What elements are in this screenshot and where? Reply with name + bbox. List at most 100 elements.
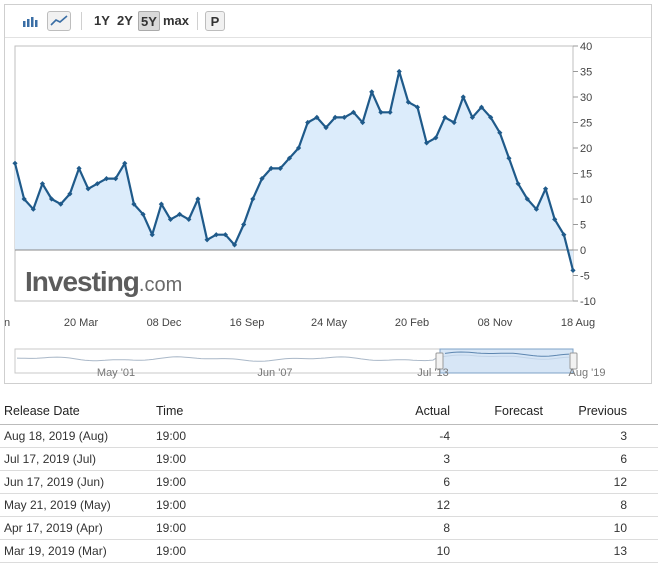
- range-1y-button[interactable]: 1Y: [94, 13, 110, 28]
- row-date: May 21, 2019 (May): [4, 498, 111, 512]
- data-point[interactable]: [561, 232, 567, 238]
- data-point[interactable]: [268, 165, 274, 171]
- data-point[interactable]: [405, 99, 411, 105]
- data-point[interactable]: [222, 232, 228, 238]
- row-time: 19:00: [156, 429, 187, 443]
- data-point[interactable]: [39, 181, 46, 187]
- investing-watermark: Investing.com: [25, 266, 182, 297]
- range-navigator[interactable]: May '01 Jun '07 Jul '13 Aug '19: [5, 341, 651, 385]
- data-point[interactable]: [515, 181, 521, 187]
- data-point[interactable]: [158, 201, 164, 207]
- data-point[interactable]: [552, 216, 558, 222]
- data-point[interactable]: [506, 155, 512, 161]
- data-point[interactable]: [122, 160, 128, 166]
- data-point[interactable]: [424, 140, 430, 146]
- header-previous: Previous: [578, 404, 627, 418]
- header-actual: Actual: [415, 404, 450, 418]
- row-actual: 6: [443, 475, 450, 489]
- data-point[interactable]: [323, 125, 329, 131]
- data-point[interactable]: [433, 135, 439, 141]
- history-table: Release Date Time Actual Forecast Previo…: [0, 398, 658, 563]
- data-point[interactable]: [12, 160, 18, 166]
- data-point[interactable]: [396, 68, 402, 75]
- table-row: Mar 19, 2019 (Mar) 19:00 10 13: [0, 540, 658, 563]
- row-date: Aug 18, 2019 (Aug): [4, 429, 109, 443]
- data-point[interactable]: [286, 155, 293, 161]
- data-point[interactable]: [488, 114, 494, 120]
- data-point[interactable]: [542, 186, 549, 192]
- navigator-label: Aug '19: [569, 367, 606, 379]
- data-point[interactable]: [48, 196, 55, 202]
- data-point[interactable]: [350, 109, 357, 115]
- y-tick-label: 5: [580, 220, 586, 232]
- data-point[interactable]: [332, 114, 338, 120]
- data-point[interactable]: [94, 181, 100, 187]
- range-2y-button[interactable]: 2Y: [117, 13, 133, 28]
- chart-panel: 1Y 2Y 5Y max P Investing.com 40 35 30 25 20 1…: [4, 4, 652, 384]
- data-point[interactable]: [478, 104, 485, 110]
- y-tick-label: -10: [580, 296, 596, 308]
- data-point[interactable]: [497, 130, 503, 136]
- navigator-right-handle[interactable]: [569, 352, 578, 370]
- data-point[interactable]: [149, 232, 155, 238]
- row-time: 19:00: [156, 452, 187, 466]
- data-point[interactable]: [533, 206, 540, 212]
- data-point[interactable]: [250, 196, 256, 202]
- x-tick-label: 18 Aug: [561, 317, 595, 329]
- range-max-button[interactable]: max: [163, 13, 190, 28]
- row-time: 19:00: [156, 544, 187, 558]
- data-point[interactable]: [186, 216, 192, 222]
- data-point[interactable]: [414, 104, 421, 110]
- bar-chart-icon[interactable]: [17, 11, 43, 31]
- data-point[interactable]: [30, 206, 36, 212]
- data-point[interactable]: [451, 119, 457, 126]
- data-point[interactable]: [204, 237, 210, 243]
- data-point[interactable]: [131, 201, 137, 207]
- data-point[interactable]: [167, 216, 174, 222]
- data-point[interactable]: [314, 114, 320, 120]
- data-point[interactable]: [21, 196, 27, 202]
- y-tick-label: -5: [580, 271, 590, 283]
- data-point[interactable]: [369, 89, 375, 95]
- data-point[interactable]: [469, 114, 475, 120]
- data-point[interactable]: [277, 165, 283, 171]
- row-date: Jul 17, 2019 (Jul): [4, 452, 97, 466]
- data-point[interactable]: [213, 232, 219, 238]
- data-point[interactable]: [140, 211, 146, 217]
- row-previous: 6: [620, 452, 627, 466]
- data-point[interactable]: [76, 165, 82, 171]
- row-previous: 3: [620, 429, 627, 443]
- table-header-row: Release Date Time Actual Forecast Previo…: [0, 398, 658, 425]
- row-previous: 8: [620, 498, 627, 512]
- row-date: Apr 17, 2019 (Apr): [4, 521, 103, 535]
- data-point[interactable]: [195, 196, 201, 202]
- x-tick-label: 08 Dec: [147, 317, 182, 329]
- data-point[interactable]: [177, 211, 183, 217]
- data-point[interactable]: [67, 191, 73, 197]
- header-forecast: Forecast: [494, 404, 543, 418]
- data-point[interactable]: [524, 196, 530, 202]
- range-5y-button[interactable]: 5Y: [138, 11, 160, 31]
- data-point[interactable]: [241, 221, 247, 228]
- data-point[interactable]: [113, 176, 119, 182]
- navigator-selection[interactable]: [439, 348, 574, 374]
- area-chart-icon[interactable]: [47, 11, 71, 31]
- data-point[interactable]: [305, 119, 311, 126]
- data-point[interactable]: [360, 119, 366, 126]
- data-point[interactable]: [103, 176, 110, 182]
- data-point[interactable]: [58, 201, 64, 207]
- row-actual: -4: [439, 429, 450, 443]
- data-point[interactable]: [387, 109, 393, 115]
- row-actual: 8: [443, 521, 450, 535]
- navigator-left-handle[interactable]: [435, 352, 444, 370]
- navigator-label: May '01: [97, 367, 135, 379]
- data-point[interactable]: [378, 109, 384, 115]
- header-time: Time: [156, 404, 184, 418]
- data-point[interactable]: [231, 242, 238, 248]
- data-point[interactable]: [85, 186, 91, 192]
- print-button[interactable]: P: [205, 11, 225, 31]
- data-point[interactable]: [442, 114, 448, 120]
- row-date: Jun 17, 2019 (Jun): [4, 475, 105, 489]
- data-point[interactable]: [341, 114, 347, 120]
- data-point[interactable]: [295, 145, 302, 151]
